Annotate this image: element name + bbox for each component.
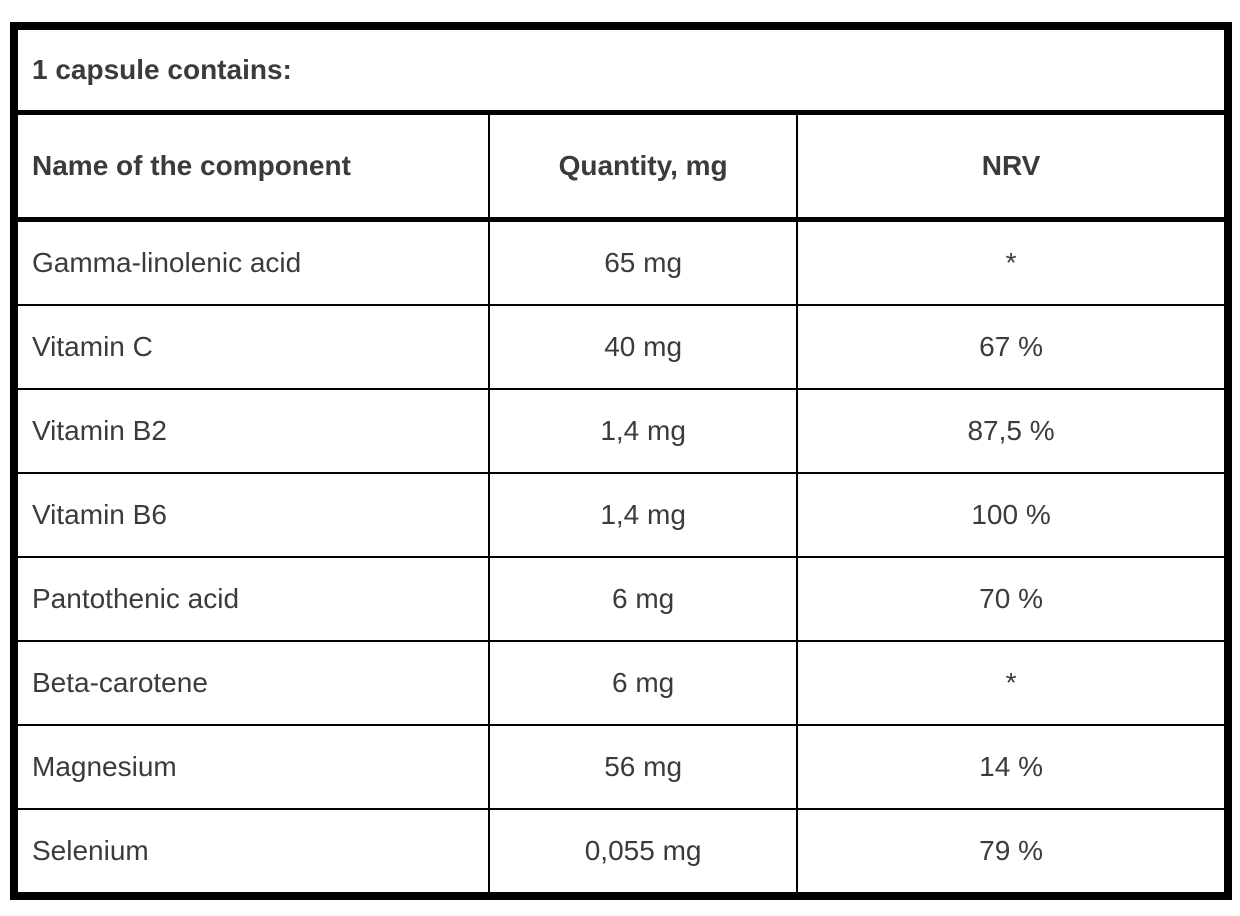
- nrv-cell: 14 %: [796, 725, 1228, 810]
- component-name-cell: Vitamin B6: [14, 473, 490, 558]
- component-name-cell: Vitamin C: [14, 305, 490, 390]
- component-name-cell: Beta-carotene: [14, 641, 490, 726]
- component-name-cell: Magnesium: [14, 725, 490, 810]
- nrv-cell: *: [796, 219, 1228, 306]
- quantity-cell: 6 mg: [488, 557, 798, 642]
- nutrition-table: 1 capsule contains: Name of the componen…: [10, 22, 1232, 900]
- nrv-cell: 87,5 %: [796, 389, 1228, 474]
- quantity-cell: 65 mg: [488, 219, 798, 306]
- table-row: Magnesium 56 mg 14 %: [14, 725, 1228, 810]
- quantity-cell: 0,055 mg: [488, 809, 798, 896]
- table-row: Gamma-linolenic acid 65 mg *: [14, 219, 1228, 306]
- component-name-cell: Selenium: [32, 834, 149, 866]
- component-name-cell: Pantothenic acid: [14, 557, 490, 642]
- quantity-cell: 6 mg: [488, 641, 798, 726]
- table-row: Vitamin C 40 mg 67 %: [14, 305, 1228, 390]
- component-name-cell: Vitamin B2: [14, 389, 490, 474]
- quantity-cell: 1,4 mg: [488, 389, 798, 474]
- table-row: Beta-carotene 6 mg *: [14, 641, 1228, 726]
- nrv-cell: 79 %: [796, 809, 1228, 896]
- quantity-cell: 40 mg: [488, 305, 798, 390]
- col-header-nrv: NRV: [796, 112, 1228, 222]
- caption-row: 1 capsule contains:: [14, 26, 1228, 115]
- nrv-cell: *: [796, 641, 1228, 726]
- quantity-cell: 56 mg: [488, 725, 798, 810]
- nrv-cell: 67 %: [796, 305, 1228, 390]
- table-row: Pantothenic acid 6 mg 70 %: [14, 557, 1228, 642]
- nrv-cell: 100 %: [796, 473, 1228, 558]
- component-name-cell: Gamma-linolenic acid: [14, 219, 490, 306]
- nrv-cell: 70 %: [796, 557, 1228, 642]
- table-row: Vitamin B6 1,4 mg 100 %: [14, 473, 1228, 558]
- table-caption: 1 capsule contains:: [14, 26, 1228, 115]
- col-header-component-name: Name of the component: [14, 112, 490, 222]
- col-header-quantity: Quantity, mg: [488, 112, 798, 222]
- table-row: Vitamin B2 1,4 mg 87,5 %: [14, 389, 1228, 474]
- header-row: Name of the component Quantity, mg NRV: [14, 112, 1228, 222]
- quantity-cell: 1,4 mg: [488, 473, 798, 558]
- table-row: Selenium 0,055 mg 79 %: [14, 809, 1228, 896]
